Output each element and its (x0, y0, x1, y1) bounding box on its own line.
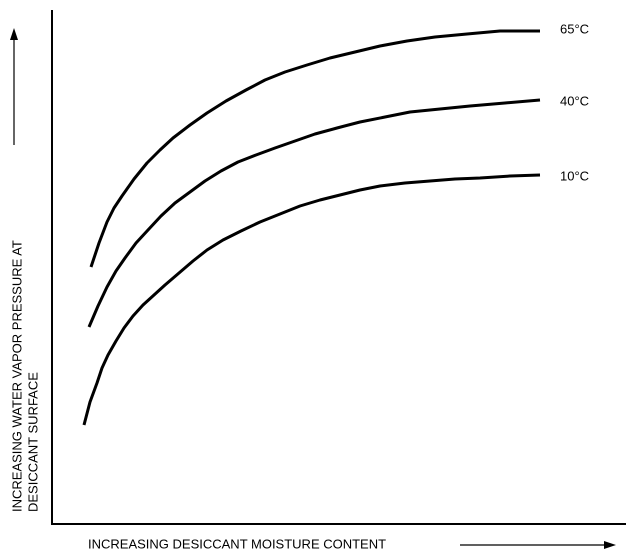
curve-label: 65°C (560, 21, 589, 36)
x-axis-label: INCREASING DESICCANT MOISTURE CONTENT (88, 536, 386, 551)
y-arrowhead (10, 28, 18, 40)
x-arrowhead (604, 541, 616, 549)
curve-label: 40°C (560, 93, 589, 108)
y-axis-label: INCREASING WATER VAPOR PRESSURE AT (9, 240, 24, 512)
curve (89, 29, 540, 268)
y-axis-label: DESICCANT SURFACE (25, 372, 40, 512)
curve (82, 173, 541, 426)
curve-label: 10°C (560, 168, 589, 183)
curve (87, 98, 541, 328)
